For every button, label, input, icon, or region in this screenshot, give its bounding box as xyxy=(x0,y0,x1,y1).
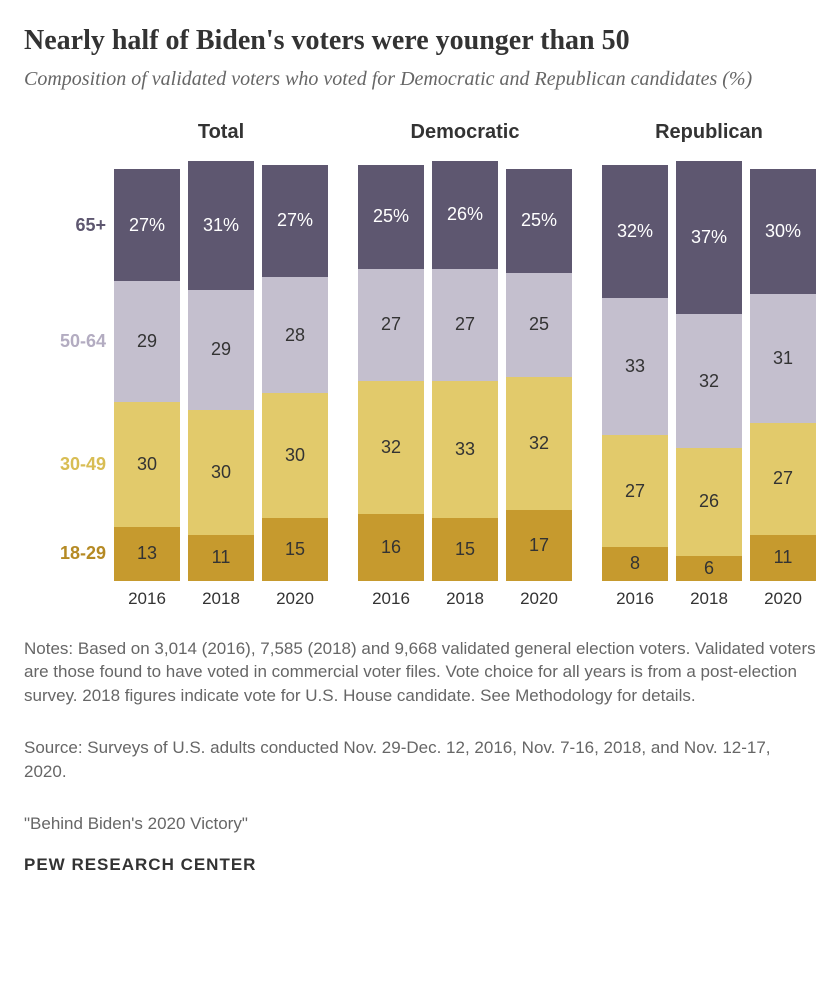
x-ticks: 2016 2018 2020 xyxy=(602,589,816,609)
x-tick: 2018 xyxy=(432,589,498,609)
x-tick: 2016 xyxy=(114,589,180,609)
chart-groups: Total27%29301331%29301127%28301520162018… xyxy=(114,121,816,609)
group-header: Total xyxy=(114,121,328,161)
bar-segment: 30 xyxy=(188,410,254,535)
bar-segment: 33 xyxy=(432,381,498,518)
chart-area: 65+50-6430-4918-29 Total27%29301331%2930… xyxy=(24,121,816,609)
legend-column: 65+50-6430-4918-29 xyxy=(24,121,114,581)
chart-group: Total27%29301331%29301127%28301520162018… xyxy=(114,121,328,609)
stacked-bar: 37%32266 xyxy=(676,161,742,581)
bar-segment: 31% xyxy=(188,161,254,290)
chart-title: Nearly half of Biden's voters were young… xyxy=(24,24,816,58)
chart-notes: Notes: Based on 3,014 (2016), 7,585 (201… xyxy=(24,637,816,708)
bar-segment: 37% xyxy=(676,161,742,315)
stacked-bar: 30%312711 xyxy=(750,161,816,581)
stacked-bar: 26%273315 xyxy=(432,161,498,581)
legend-label: 18-29 xyxy=(24,527,114,581)
legend-label: 50-64 xyxy=(24,281,114,402)
bar-segment: 27 xyxy=(358,269,424,381)
bar-segment: 30 xyxy=(262,393,328,518)
bar-segment: 17 xyxy=(506,510,572,581)
stacked-bar: 31%293011 xyxy=(188,161,254,581)
bar-segment: 33 xyxy=(602,298,668,435)
bar-segment: 26 xyxy=(676,448,742,556)
bars-row: 27%29301331%29301127%283015 xyxy=(114,161,328,581)
stacked-bar: 27%293013 xyxy=(114,161,180,581)
bar-segment: 32 xyxy=(358,381,424,514)
stacked-bar: 25%273216 xyxy=(358,161,424,581)
stacked-bar: 27%283015 xyxy=(262,161,328,581)
x-tick: 2016 xyxy=(358,589,424,609)
bar-segment: 13 xyxy=(114,527,180,581)
bar-segment: 28 xyxy=(262,277,328,393)
legend-label: 30-49 xyxy=(24,402,114,527)
bar-segment: 15 xyxy=(432,518,498,580)
x-tick: 2020 xyxy=(750,589,816,609)
bar-segment: 29 xyxy=(188,290,254,411)
chart-source: Source: Surveys of U.S. adults conducted… xyxy=(24,736,816,784)
bar-segment: 29 xyxy=(114,281,180,402)
bar-segment: 25% xyxy=(358,165,424,269)
stacked-bar: 32%33278 xyxy=(602,161,668,581)
bar-segment: 30 xyxy=(114,402,180,527)
stacked-bar: 25%253217 xyxy=(506,161,572,581)
x-tick: 2016 xyxy=(602,589,668,609)
bar-segment: 32 xyxy=(506,377,572,510)
bar-segment: 27 xyxy=(602,435,668,547)
bar-segment: 27% xyxy=(114,169,180,281)
bar-segment: 15 xyxy=(262,518,328,580)
bar-segment: 16 xyxy=(358,514,424,581)
bars-row: 32%3327837%3226630%312711 xyxy=(602,161,816,581)
bars-row: 25%27321626%27331525%253217 xyxy=(358,161,572,581)
footer-attribution: PEW RESEARCH CENTER xyxy=(24,855,816,875)
group-header: Democratic xyxy=(358,121,572,161)
x-ticks: 2016 2018 2020 xyxy=(114,589,328,609)
bar-segment: 30% xyxy=(750,169,816,294)
bar-segment: 26% xyxy=(432,161,498,269)
chart-group: Democratic25%27321626%27331525%253217201… xyxy=(358,121,572,609)
bar-segment: 27% xyxy=(262,165,328,277)
x-tick: 2018 xyxy=(676,589,742,609)
x-tick: 2020 xyxy=(506,589,572,609)
chart-group: Republican32%3327837%3226630%31271120162… xyxy=(602,121,816,609)
group-header: Republican xyxy=(602,121,816,161)
x-ticks: 2016 2018 2020 xyxy=(358,589,572,609)
x-tick: 2020 xyxy=(262,589,328,609)
chart-quote: "Behind Biden's 2020 Victory" xyxy=(24,812,816,836)
bar-segment: 11 xyxy=(188,535,254,581)
bar-segment: 31 xyxy=(750,294,816,423)
bar-segment: 32 xyxy=(676,314,742,447)
x-tick: 2018 xyxy=(188,589,254,609)
bar-segment: 11 xyxy=(750,535,816,581)
bar-segment: 27 xyxy=(432,269,498,381)
chart-subtitle: Composition of validated voters who vote… xyxy=(24,66,816,93)
bar-segment: 32% xyxy=(602,165,668,298)
bar-segment: 6 xyxy=(676,556,742,581)
bar-segment: 25% xyxy=(506,169,572,273)
bar-segment: 8 xyxy=(602,547,668,580)
bar-segment: 27 xyxy=(750,423,816,535)
bar-segment: 25 xyxy=(506,273,572,377)
legend-label: 65+ xyxy=(24,169,114,281)
